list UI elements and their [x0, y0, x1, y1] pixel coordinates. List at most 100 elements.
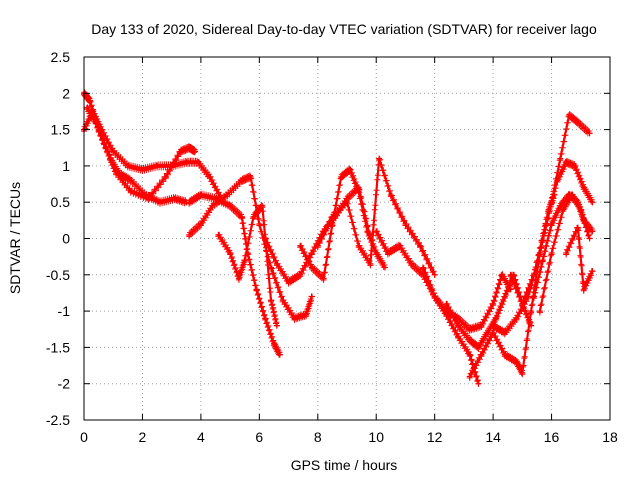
- data-point: [501, 293, 508, 300]
- data-point: [466, 337, 473, 344]
- x-tick-label: 16: [544, 429, 560, 445]
- data-point: [466, 351, 473, 358]
- chart-title: Day 133 of 2020, Sidereal Day-to-day VTE…: [91, 21, 597, 37]
- data-point: [314, 242, 321, 249]
- data-point: [455, 315, 462, 322]
- data-point: [507, 271, 514, 278]
- data-point: [493, 315, 500, 322]
- series-plus-markers: [81, 108, 225, 202]
- data-point: [177, 148, 184, 155]
- data-point: [194, 159, 201, 166]
- data-point: [113, 170, 120, 177]
- data-point: [308, 250, 315, 257]
- data-point: [478, 351, 485, 358]
- x-tick-label: 6: [255, 429, 263, 445]
- data-point: [490, 300, 497, 307]
- data-point: [513, 358, 520, 365]
- plot-frame: [83, 56, 611, 421]
- data-point: [466, 373, 473, 380]
- data-point: [238, 213, 245, 220]
- series-satellite-track-6: [215, 202, 280, 329]
- data-point: [250, 213, 257, 220]
- data-point: [355, 242, 362, 249]
- data-point: [376, 155, 383, 162]
- data-point: [443, 300, 450, 307]
- y-tick-labels: -2.5 -2 -1.5 -1 -0.5 0 0.5 1 1.5 2 2.5: [46, 49, 70, 428]
- data-point: [455, 322, 462, 329]
- data-point: [270, 340, 277, 347]
- data-point: [308, 293, 315, 300]
- data-point: [253, 286, 260, 293]
- y-tick-label: 2.5: [51, 49, 71, 65]
- data-point: [466, 326, 473, 333]
- data-point: [308, 264, 315, 271]
- axis-ticks: [83, 56, 611, 421]
- y-tick-label: -1: [58, 303, 71, 319]
- data-point: [566, 112, 573, 119]
- data-point: [402, 220, 409, 227]
- data-point: [276, 351, 283, 358]
- data-point: [373, 228, 380, 235]
- data-point: [519, 300, 526, 307]
- data-point: [285, 279, 292, 286]
- series-satellite-track-18: [563, 224, 596, 294]
- data-point: [574, 119, 581, 126]
- data-point: [536, 308, 543, 315]
- series-satellite-track-10: [373, 228, 482, 387]
- series-satellite-track-5: [186, 172, 315, 323]
- data-point: [273, 260, 280, 267]
- data-point: [197, 191, 204, 198]
- data-point: [355, 188, 362, 195]
- data-point: [531, 293, 538, 300]
- data-point: [396, 242, 403, 249]
- series-plus-markers: [81, 89, 190, 207]
- data-point: [431, 293, 438, 300]
- data-point: [571, 162, 578, 169]
- data-point: [580, 286, 587, 293]
- data-point: [238, 177, 245, 184]
- series-satellite-track-17: [536, 191, 593, 316]
- data-point: [490, 329, 497, 336]
- data-point: [563, 250, 570, 257]
- y-tick-label: -2: [58, 376, 71, 392]
- data-point: [498, 271, 505, 278]
- data-point: [279, 297, 286, 304]
- data-point: [542, 220, 549, 227]
- data-point: [569, 191, 576, 198]
- data-point: [273, 322, 280, 329]
- x-tick-label: 4: [197, 429, 205, 445]
- data-point: [557, 202, 564, 209]
- data-point: [183, 159, 190, 166]
- data-series: [81, 89, 596, 387]
- data-point: [513, 315, 520, 322]
- y-tick-label: 2: [62, 85, 70, 101]
- data-point: [206, 173, 213, 180]
- data-point: [192, 148, 199, 155]
- data-point: [580, 184, 587, 191]
- data-point: [227, 202, 234, 209]
- data-point: [291, 315, 298, 322]
- data-point: [83, 104, 90, 111]
- data-point: [501, 329, 508, 336]
- data-point: [127, 188, 134, 195]
- data-point: [574, 224, 581, 231]
- data-point: [329, 213, 336, 220]
- data-point: [209, 202, 216, 209]
- data-point: [419, 264, 426, 271]
- series-satellite-track-15: [507, 158, 596, 309]
- data-point: [478, 322, 485, 329]
- data-point: [531, 271, 538, 278]
- data-point: [186, 231, 193, 238]
- data-point: [384, 250, 391, 257]
- data-point: [162, 173, 169, 180]
- y-tick-label: -2.5: [46, 412, 70, 428]
- data-point: [186, 144, 193, 151]
- data-point: [589, 199, 596, 206]
- data-point: [262, 315, 269, 322]
- data-point: [367, 260, 374, 267]
- data-point: [145, 195, 152, 202]
- data-point: [475, 380, 482, 387]
- data-point: [247, 173, 254, 180]
- data-point: [490, 322, 497, 329]
